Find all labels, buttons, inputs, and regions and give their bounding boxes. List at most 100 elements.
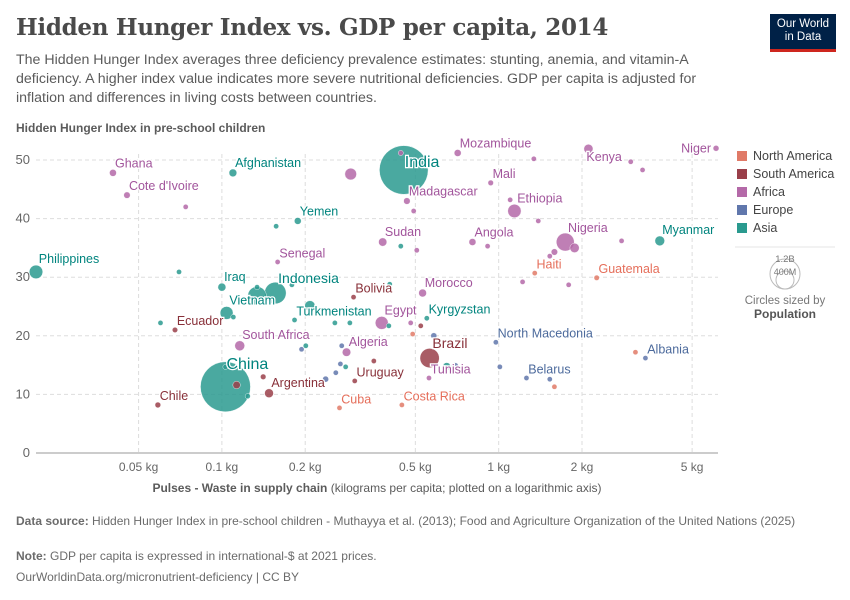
data-point[interactable] <box>450 362 459 371</box>
data-point[interactable] <box>627 158 634 165</box>
data-point[interactable] <box>551 383 558 390</box>
data-point-iraq[interactable] <box>217 282 227 292</box>
source-url[interactable]: OurWorldinData.org/micronutrient-deficie… <box>16 570 299 584</box>
data-point-kenya[interactable] <box>583 144 594 154</box>
point-label: Algeria <box>349 335 388 349</box>
data-point[interactable] <box>546 253 553 259</box>
data-point-senegal[interactable] <box>274 259 281 265</box>
data-point-bolivia[interactable] <box>350 294 357 300</box>
data-point[interactable] <box>442 362 451 371</box>
data-point[interactable] <box>413 247 420 254</box>
legend-item-south-america[interactable]: South America <box>737 165 834 183</box>
data-point-egypt[interactable] <box>375 316 389 330</box>
data-point[interactable] <box>332 320 338 326</box>
data-point[interactable] <box>157 320 164 326</box>
data-point[interactable] <box>565 282 572 288</box>
data-point-nigeria[interactable] <box>556 232 575 252</box>
data-point-cuba[interactable] <box>336 405 343 411</box>
data-point[interactable] <box>230 314 237 320</box>
data-point[interactable] <box>497 364 503 370</box>
data-point[interactable] <box>176 269 182 275</box>
data-point-india[interactable] <box>379 145 429 195</box>
data-point[interactable] <box>337 361 344 367</box>
data-point[interactable] <box>535 218 542 224</box>
data-point[interactable] <box>550 248 558 256</box>
data-point[interactable] <box>546 376 553 382</box>
data-point[interactable] <box>322 375 329 383</box>
data-point[interactable] <box>569 243 580 253</box>
data-point-costa-rica[interactable] <box>399 402 405 408</box>
data-point[interactable] <box>244 393 251 399</box>
data-point-afghanistan[interactable] <box>228 168 237 177</box>
data-point[interactable] <box>519 279 526 285</box>
data-point[interactable] <box>304 300 316 312</box>
data-point-haiti[interactable] <box>531 270 538 276</box>
data-point-philippines[interactable] <box>29 264 43 279</box>
data-point-sudan[interactable] <box>378 237 388 247</box>
data-point[interactable] <box>410 208 417 214</box>
data-point[interactable] <box>333 369 339 376</box>
data-point[interactable] <box>344 168 357 181</box>
data-point-ecuador[interactable] <box>172 327 178 333</box>
point-label: Bolivia <box>355 282 392 296</box>
data-point[interactable] <box>430 332 438 340</box>
data-point-turkmenistan[interactable] <box>291 317 298 323</box>
data-point-tunisia[interactable] <box>426 375 432 381</box>
data-point-south-africa[interactable] <box>234 340 245 351</box>
data-point-argentina[interactable] <box>264 388 274 398</box>
data-point-yemen[interactable] <box>294 217 302 225</box>
data-point[interactable] <box>417 323 424 329</box>
data-point-ethiopia[interactable] <box>507 204 522 218</box>
data-point-north-macedonia[interactable] <box>493 339 499 346</box>
data-point[interactable] <box>386 323 392 329</box>
data-point[interactable] <box>182 204 189 210</box>
data-point[interactable] <box>398 243 404 249</box>
legend-item-north-america[interactable]: North America <box>737 147 834 165</box>
data-point[interactable] <box>531 156 537 162</box>
data-point-brazil[interactable] <box>419 348 440 368</box>
data-point[interactable] <box>371 358 377 364</box>
data-point[interactable] <box>407 320 414 326</box>
legend-item-asia[interactable]: Asia <box>737 219 834 237</box>
data-point[interactable] <box>484 243 491 249</box>
data-point[interactable] <box>386 281 393 288</box>
data-point[interactable] <box>338 342 345 349</box>
data-point[interactable] <box>273 223 279 230</box>
data-point[interactable] <box>260 373 267 380</box>
data-point[interactable] <box>254 284 260 290</box>
data-point[interactable] <box>507 197 513 203</box>
data-point-uruguay[interactable] <box>351 378 358 384</box>
data-point[interactable] <box>398 150 404 156</box>
data-point-chile[interactable] <box>154 401 161 409</box>
data-point-niger[interactable] <box>712 145 720 152</box>
data-point[interactable] <box>232 381 241 389</box>
owid-logo[interactable]: Our World in Data <box>770 14 836 52</box>
data-point[interactable] <box>289 282 295 288</box>
data-point-albania[interactable] <box>642 355 649 361</box>
data-point-morocco[interactable] <box>418 288 427 298</box>
legend-item-europe[interactable]: Europe <box>737 201 834 219</box>
data-point[interactable] <box>342 364 349 370</box>
data-point[interactable] <box>303 342 309 349</box>
legend-item-africa[interactable]: Africa <box>737 183 834 201</box>
data-point-angola[interactable] <box>468 238 477 246</box>
data-point[interactable] <box>618 238 625 244</box>
data-point[interactable] <box>409 331 416 337</box>
data-point-madagascar[interactable] <box>403 197 411 205</box>
data-point[interactable] <box>347 320 353 326</box>
data-point-mozambique[interactable] <box>453 149 462 157</box>
data-point-belarus[interactable] <box>523 375 530 381</box>
data-point-mali[interactable] <box>487 179 494 186</box>
data-point-ghana[interactable] <box>109 169 117 177</box>
data-point-algeria[interactable] <box>342 347 351 357</box>
data-point-myanmar[interactable] <box>654 235 665 246</box>
data-point-cote-d-ivoire[interactable] <box>123 191 131 199</box>
data-point-guatemala[interactable] <box>593 274 600 281</box>
data-point-vietnam[interactable] <box>219 306 234 320</box>
data-point[interactable] <box>222 364 229 370</box>
data-point[interactable] <box>632 349 639 356</box>
data-point[interactable] <box>639 167 646 173</box>
data-point-china[interactable] <box>200 361 251 412</box>
data-point[interactable] <box>298 346 305 353</box>
data-point-kyrgyzstan[interactable] <box>424 315 430 322</box>
